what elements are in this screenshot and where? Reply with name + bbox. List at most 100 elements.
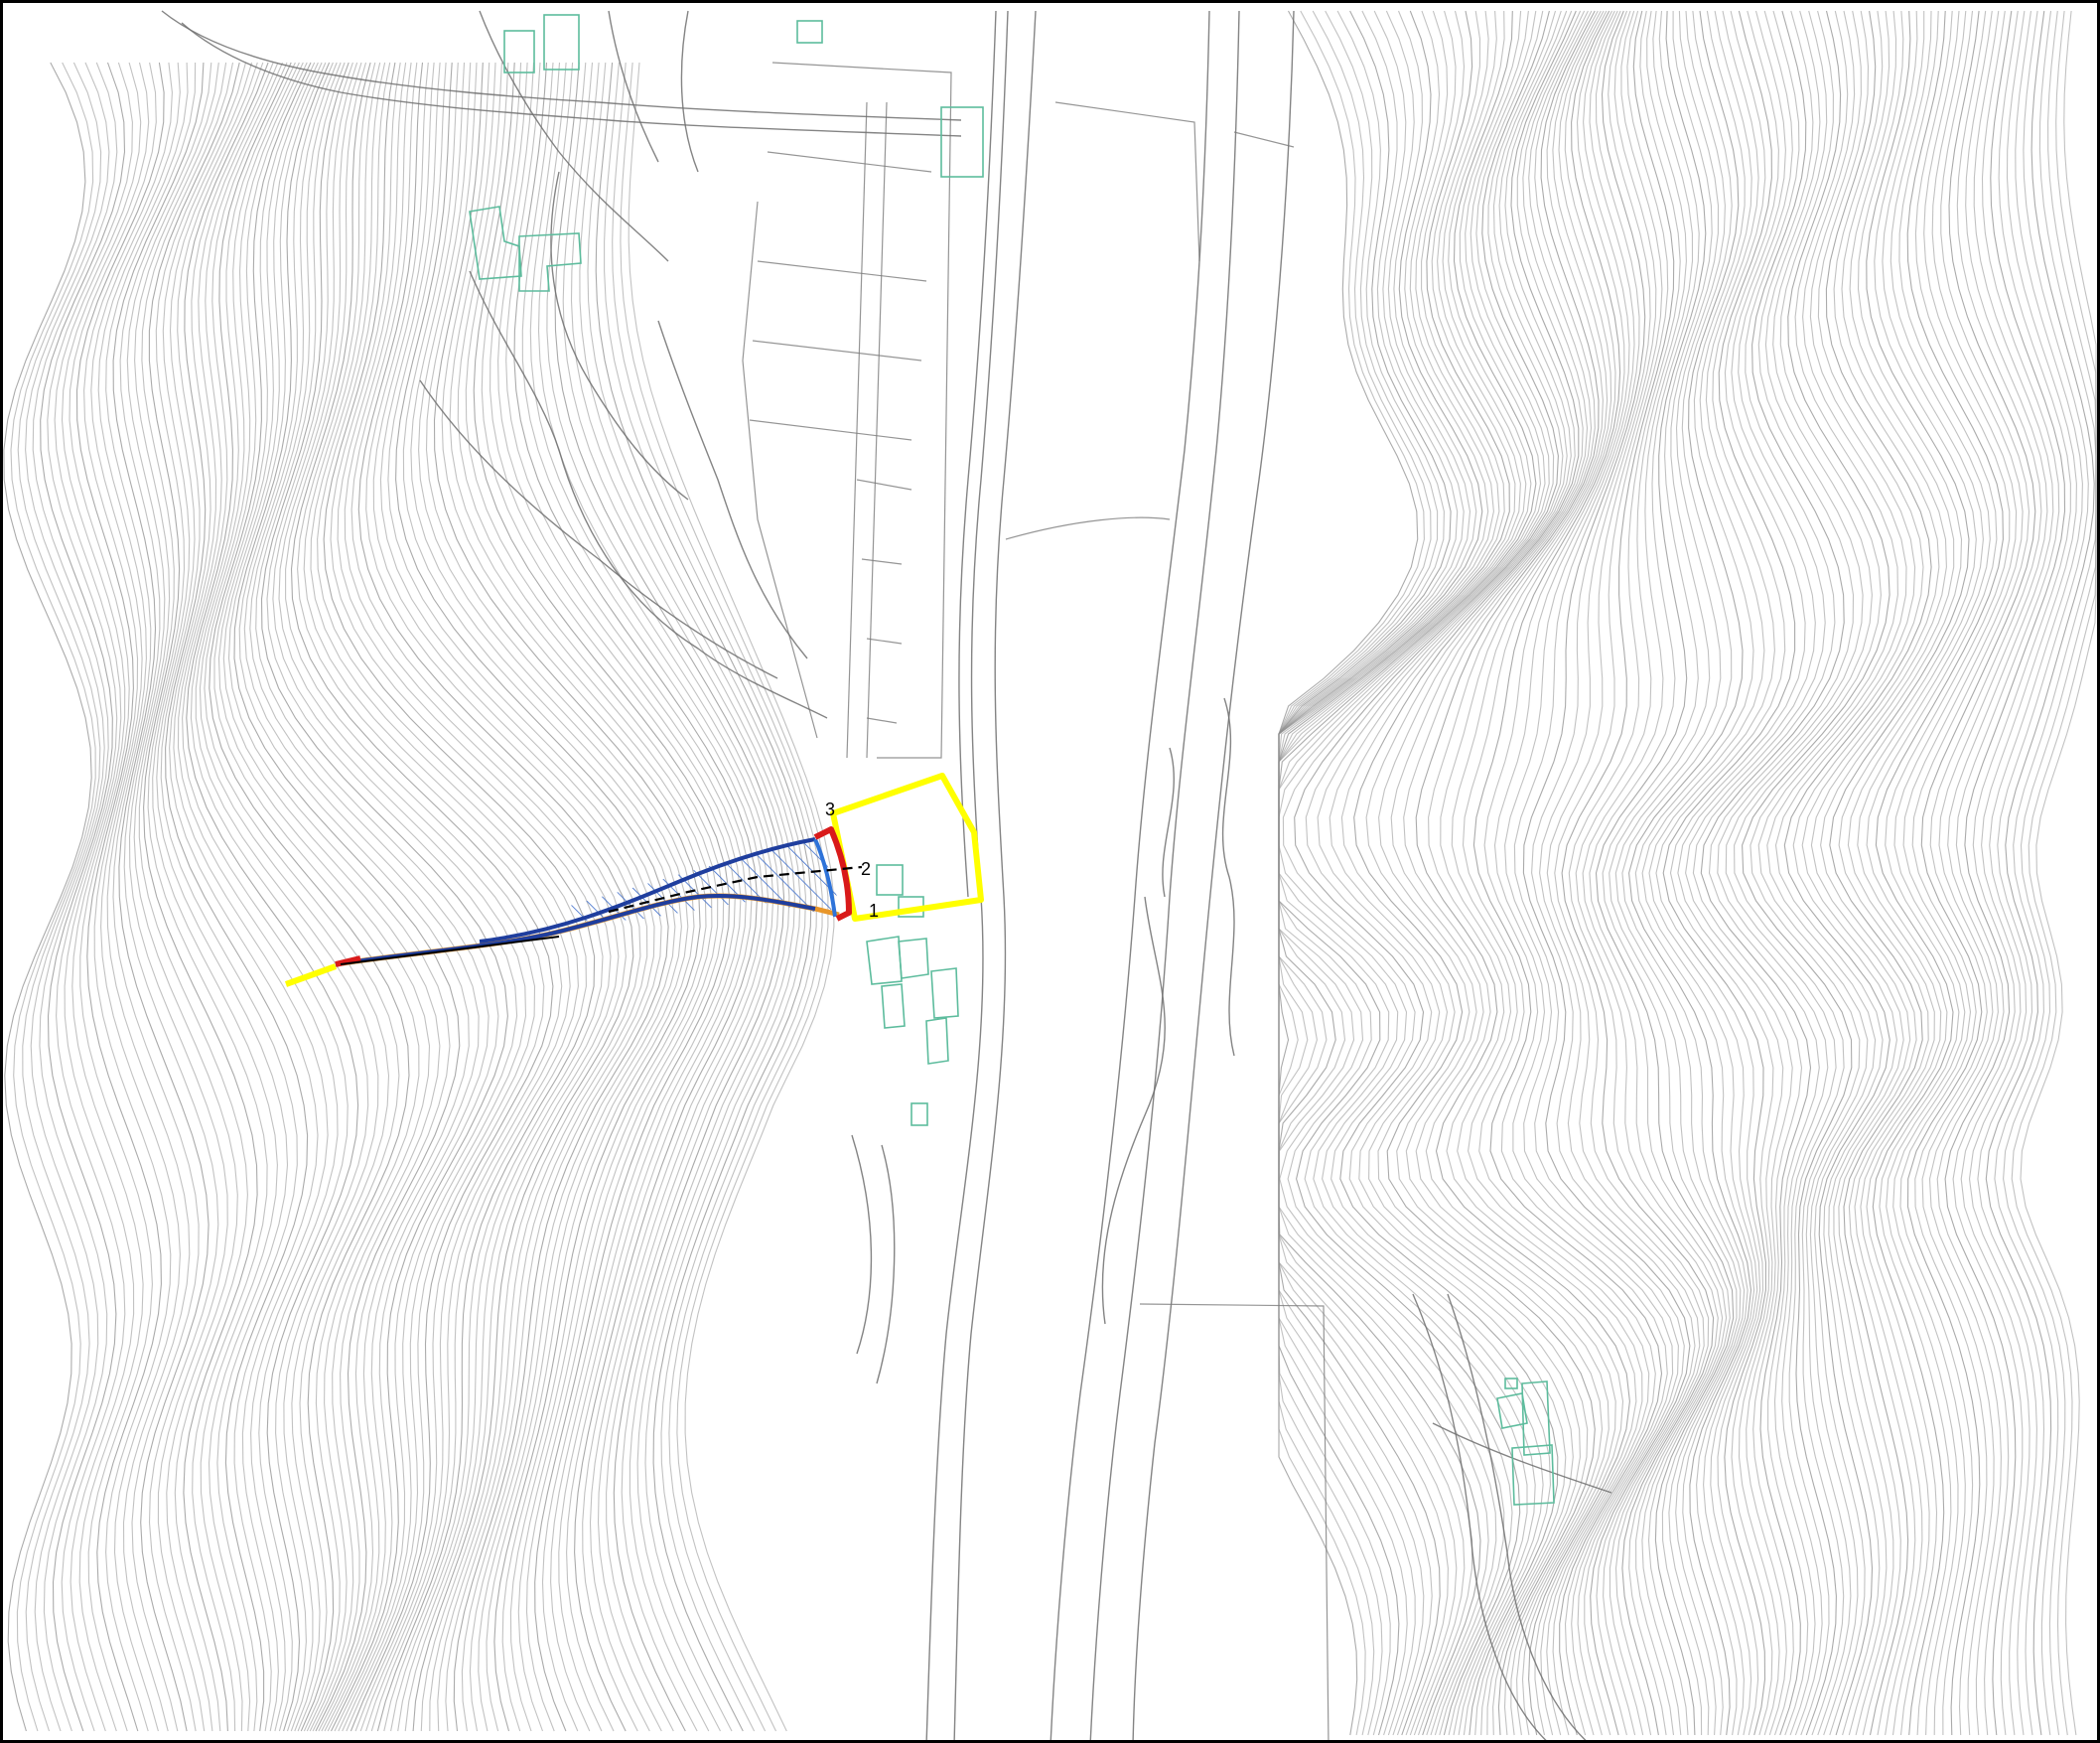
contour-line	[1662, 10, 1796, 1736]
contour-line	[1493, 10, 1674, 1736]
contour-line	[1568, 10, 1719, 1736]
contour-line	[156, 62, 289, 1732]
contour-line	[1766, 10, 1916, 1736]
contour-line	[290, 62, 554, 1732]
contour-line	[357, 62, 634, 1732]
building	[1504, 1378, 1518, 1389]
contour-line	[1899, 10, 2030, 1736]
contour-line	[1595, 10, 1735, 1736]
landslide-overlay[interactable]: 3 2 1	[284, 773, 984, 987]
building	[930, 967, 959, 1019]
contour-line	[177, 62, 339, 1732]
building	[898, 938, 929, 979]
contour-line	[1589, 10, 1731, 1736]
contour-line	[1866, 10, 1998, 1736]
contour-line	[2011, 10, 2097, 1736]
center-profile-black	[340, 936, 560, 965]
contour-line	[1353, 10, 1596, 1736]
marker-label-2: 2	[861, 859, 871, 879]
contour-line	[186, 62, 359, 1732]
contour-line	[213, 62, 420, 1732]
contour-line	[1820, 10, 1963, 1736]
contour-line	[1329, 10, 1581, 1736]
contour-line	[83, 62, 173, 1732]
contour-line	[1582, 10, 1728, 1736]
contour-line	[1403, 10, 1624, 1736]
buildings	[469, 14, 1555, 1506]
contour-line	[1669, 10, 1806, 1736]
contour-line	[1554, 10, 1710, 1736]
contour-line	[278, 62, 536, 1732]
contour-line	[1977, 10, 2089, 1736]
contour-line	[1278, 10, 1505, 1736]
contour-line	[97, 62, 191, 1732]
contour-line	[266, 62, 518, 1732]
contour-line	[195, 62, 379, 1732]
center-profile-dashed	[608, 865, 863, 914]
contour-line	[147, 62, 268, 1732]
section-line-red-tail	[335, 955, 361, 967]
contour-line	[3, 62, 92, 1732]
contour-line	[1294, 10, 1559, 1736]
contour-line	[119, 62, 219, 1732]
contour-line	[1628, 10, 1752, 1736]
building	[1511, 1444, 1555, 1506]
contour-line	[1621, 10, 1749, 1736]
flow-outline-top	[479, 837, 816, 944]
contour-line	[1278, 10, 1465, 1736]
contour-line	[1757, 10, 1907, 1736]
contour-line	[160, 62, 298, 1732]
contour-line	[1472, 10, 1663, 1736]
contour-line	[1857, 10, 1991, 1736]
contour-line	[1440, 10, 1643, 1736]
building	[866, 936, 903, 985]
contour-line	[238, 62, 470, 1732]
contour-line	[260, 62, 508, 1732]
building	[940, 106, 984, 178]
contour-line	[272, 62, 527, 1732]
contour-line	[1838, 10, 1977, 1736]
contour-line	[1742, 10, 1890, 1736]
contour-line	[165, 62, 309, 1732]
downslope-boundary-yellow-west	[284, 963, 338, 987]
contour-line	[1750, 10, 1898, 1736]
contour-line	[1892, 10, 2024, 1736]
contour-line	[190, 62, 369, 1732]
contour-line	[143, 62, 258, 1732]
contour-line	[90, 62, 181, 1732]
contour-line	[1914, 10, 2042, 1736]
contour-line	[217, 62, 431, 1732]
contour-line	[1692, 10, 1836, 1736]
contour-line	[1539, 10, 1701, 1736]
contour-line	[1648, 10, 1775, 1736]
contour-line	[1483, 10, 1668, 1736]
slide-deposit-hatch	[559, 840, 837, 922]
contour-line	[1278, 10, 1510, 1736]
building	[1521, 1380, 1551, 1456]
contour-line	[323, 62, 596, 1732]
contour-line	[1428, 10, 1637, 1736]
building	[881, 983, 906, 1029]
contour-line	[1936, 10, 2060, 1736]
contour-line	[1609, 10, 1742, 1736]
contour-line	[255, 62, 499, 1732]
topographic-map[interactable]: 3 2 1	[3, 3, 2100, 1743]
contour-line	[1513, 10, 1685, 1736]
building	[543, 14, 580, 71]
contour-line	[330, 62, 604, 1732]
contour-line	[209, 62, 410, 1732]
contour-line	[1801, 10, 1947, 1736]
contour-line	[1415, 10, 1630, 1736]
contour-line	[1522, 10, 1691, 1736]
contour-line	[47, 62, 133, 1732]
contour-line	[1278, 10, 1471, 1736]
contour-line	[1960, 10, 2077, 1736]
river-channel	[1050, 10, 1295, 1740]
contour-line	[10, 62, 96, 1732]
contour-line	[1340, 10, 1589, 1736]
building	[796, 20, 823, 44]
marker-label-1: 1	[869, 901, 879, 921]
contour-line	[303, 62, 571, 1732]
field-parcels	[742, 62, 1330, 1740]
contour-line	[1278, 10, 1546, 1736]
